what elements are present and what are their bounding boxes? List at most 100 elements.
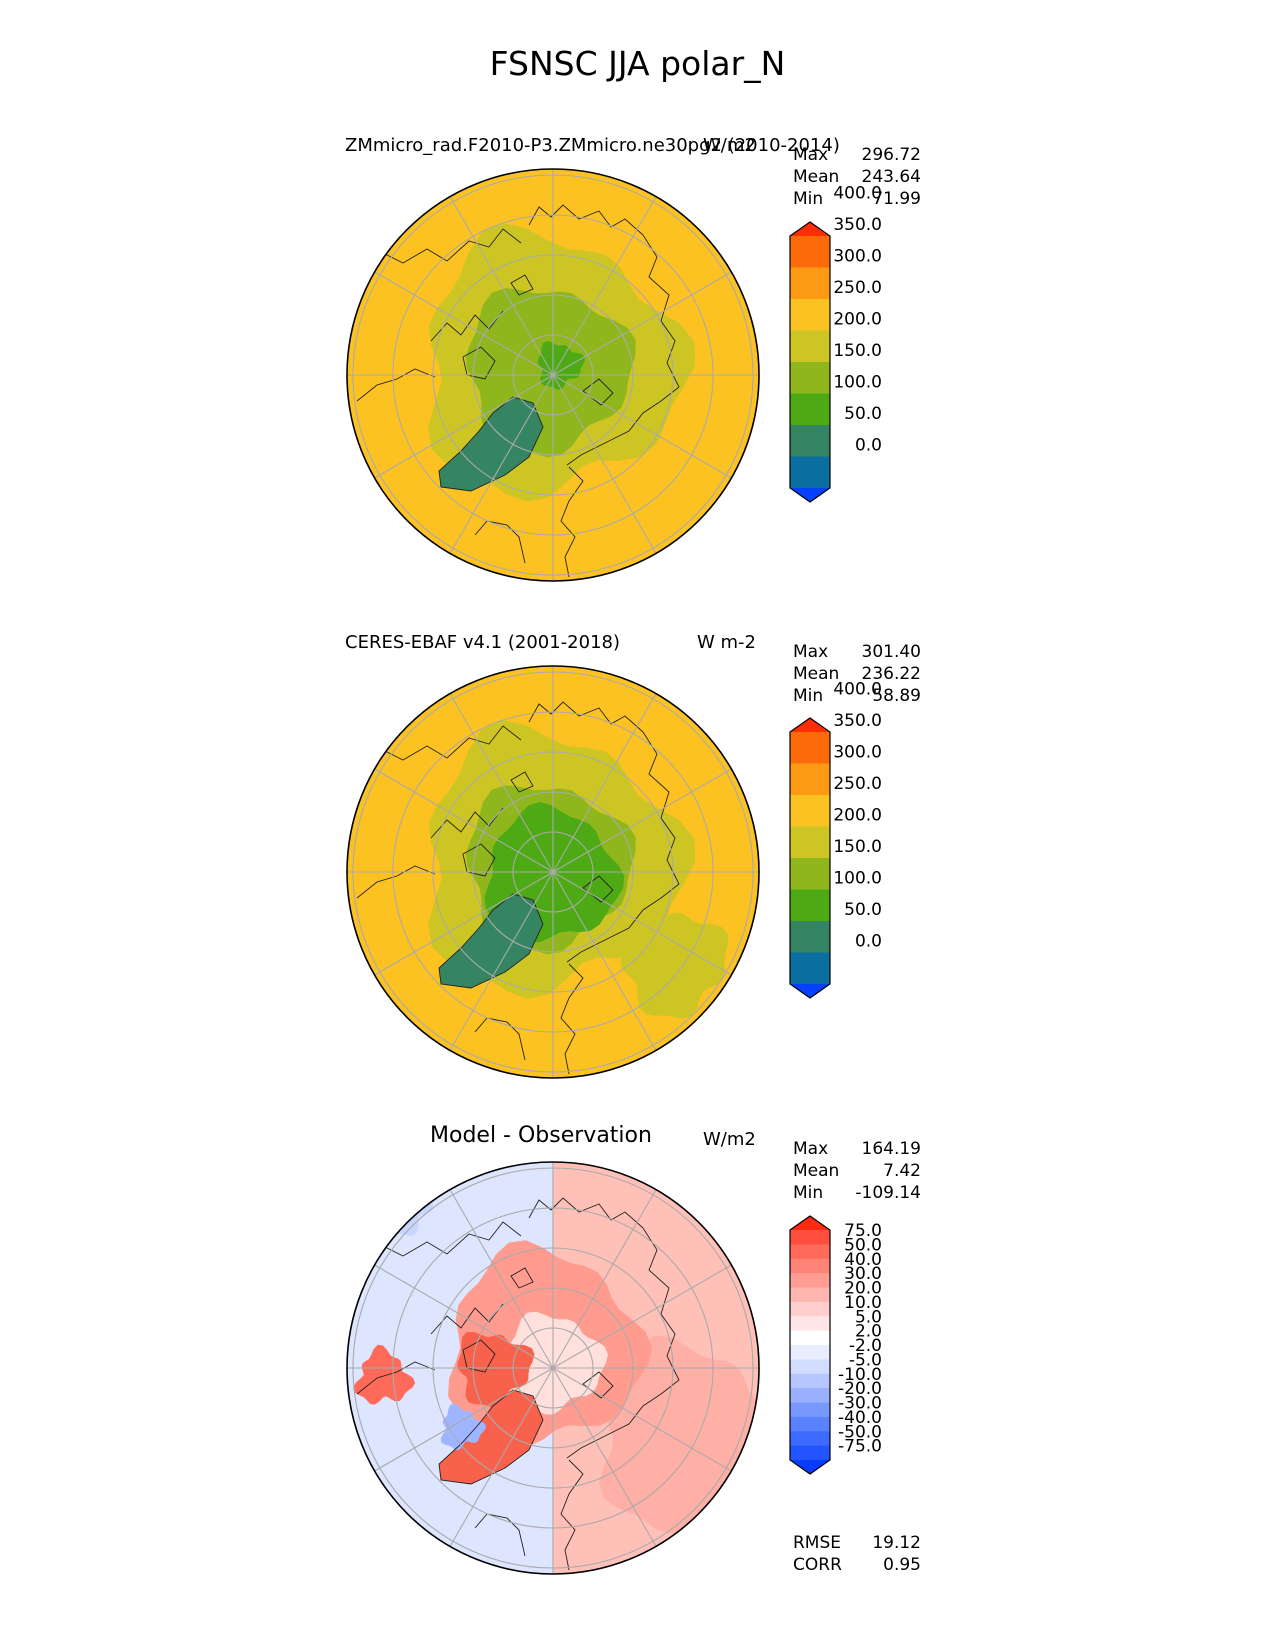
panel-model-title: ZMmicro_rad.F2010-P3.ZMmicro.ne30pg2 (20… [345, 135, 840, 156]
colorbar-tick-label: 10.0 [844, 1293, 882, 1313]
colorbar-tick-label: 250.0 [833, 278, 882, 298]
colorbar-swatch [790, 1258, 830, 1274]
colorbar-swatch [790, 267, 830, 300]
colorbar-tick-label: 150.0 [833, 341, 882, 361]
panel-obs-colorbar: 0.0 50.0 100.0 150.0 200.0 250.0 300.0 350.0 400… [789, 680, 882, 999]
stat-max: Max 301.40 [793, 642, 921, 662]
colorbar-tick-label: 400.0 [833, 680, 882, 700]
colorbar-tick-label: -2.0 [849, 1336, 882, 1356]
colorbar-swatch [790, 425, 830, 457]
colorbar-tick-label: 75.0 [844, 1221, 882, 1241]
stat-mean: Mean 236.22 [793, 664, 921, 684]
colorbar-tick-label: -50.0 [838, 1422, 882, 1442]
colorbar-swatch [790, 795, 830, 827]
colorbar-swatch [790, 1316, 830, 1332]
stat-min: Min 58.89 [793, 686, 921, 706]
panel-obs-units: W m-2 [697, 632, 757, 653]
colorbar-tick-label: -40.0 [838, 1408, 882, 1428]
colorbar-tick-label: 30.0 [844, 1264, 882, 1284]
colorbar-outline [789, 1215, 831, 1475]
colorbar-swatch [790, 236, 830, 268]
colorbar-swatch [790, 1388, 830, 1403]
colorbar-tick-label: 100.0 [833, 373, 882, 393]
colorbar-tick-label: 2.0 [855, 1322, 882, 1342]
colorbar-swatch [790, 763, 830, 796]
colorbar-tick-label: 200.0 [833, 806, 882, 826]
panel-diff-colorbar: -75.0-50.0-40.0-30.0-20.0-10.0-5.0-2.02.… [789, 1215, 882, 1475]
panel-model-units: W/m2 [703, 135, 756, 156]
colorbar-tick-label: -30.0 [838, 1394, 882, 1414]
panel-diff-units: W/m2 [703, 1129, 756, 1150]
colorbar-swatch [790, 1345, 830, 1360]
panel-diff-stats: Max 164.19 Mean 7.42 Min -109.14 [793, 1138, 921, 1204]
colorbar-tick-label: 0.0 [855, 436, 882, 456]
colorbar-swatch [790, 1230, 830, 1245]
colorbar-tick-label: 400.0 [833, 184, 882, 204]
colorbar-tick-label: 300.0 [833, 743, 882, 763]
colorbar-tick-label: 0.0 [855, 932, 882, 952]
colorbar-swatch [790, 1273, 830, 1288]
colorbar-tick-label: 250.0 [833, 774, 882, 794]
panel-diff-polar-map [346, 1161, 760, 1575]
colorbar-swatch [790, 952, 830, 985]
map-boundary [346, 665, 760, 1079]
colorbar-swatch [790, 889, 830, 922]
colorbar-tick-label: -10.0 [838, 1365, 882, 1385]
colorbar-swatch [790, 1287, 830, 1303]
colorbar-tick-label: -75.0 [838, 1437, 882, 1457]
stat-mean: Mean 243.64 [793, 167, 921, 187]
colorbar-swatch [790, 1359, 830, 1375]
panel-model-colorbar: 0.0 50.0 100.0 150.0 200.0 250.0 300.0 350.0 400… [789, 184, 882, 503]
colorbar-tick-label: -20.0 [838, 1379, 882, 1399]
colorbar-swatch [790, 1416, 830, 1432]
stat-mean: Mean 7.42 [793, 1161, 921, 1181]
colorbar-swatch [790, 1244, 830, 1260]
stat-rmse: RMSE 19.12 [793, 1533, 921, 1553]
colorbar-tick-label: 40.0 [844, 1250, 882, 1270]
colorbar-swatch [790, 456, 830, 489]
panel-obs-stats: Max 301.40 Mean 236.22 Min 58.89 [793, 641, 921, 707]
colorbar-swatch [790, 1216, 830, 1230]
colorbar-swatch [790, 393, 830, 426]
colorbar-tick-label: 20.0 [844, 1279, 882, 1299]
colorbar-tick-label: 150.0 [833, 837, 882, 857]
panel-model-polar-map [346, 168, 760, 582]
panel-diff-title: Model - Observation [430, 1123, 652, 1148]
colorbar-swatch [790, 921, 830, 953]
colorbar-swatch [790, 488, 830, 502]
colorbar-swatch [790, 718, 830, 732]
colorbar-swatch [790, 330, 830, 363]
panel-diff-extra-stats: RMSE 19.12 CORR 0.95 [793, 1532, 921, 1576]
colorbar-swatch [790, 1301, 830, 1317]
colorbar-tick-label: 50.0 [844, 404, 882, 424]
colorbar-outline [789, 717, 831, 999]
colorbar-tick-label: 300.0 [833, 247, 882, 267]
colorbar-swatch [790, 826, 830, 859]
stat-min: Min 71.99 [793, 189, 921, 209]
colorbar-outline [789, 221, 831, 503]
panel-obs-title: CERES-EBAF v4.1 (2001-2018) [345, 632, 621, 653]
colorbar-swatch [790, 984, 830, 998]
colorbar-swatch [790, 1402, 830, 1418]
map-boundary [346, 168, 760, 582]
colorbar-tick-label: 350.0 [833, 711, 882, 731]
panel-model-stats: Max 296.72 Mean 243.64 Min 71.99 [793, 144, 921, 210]
colorbar-swatch [790, 1445, 830, 1461]
colorbar-tick-label: 200.0 [833, 310, 882, 330]
colorbar-swatch [790, 1431, 830, 1447]
colorbar-swatch [790, 732, 830, 764]
colorbar-swatch [790, 1330, 830, 1346]
stat-corr: CORR 0.95 [793, 1555, 921, 1575]
stat-min: Min -109.14 [793, 1183, 921, 1203]
colorbar-swatch [790, 858, 830, 890]
colorbar-swatch [790, 362, 830, 394]
panel-obs-polar-map [346, 665, 760, 1079]
colorbar-tick-label: 5.0 [855, 1307, 882, 1327]
colorbar-tick-label: -5.0 [849, 1350, 882, 1370]
colorbar-swatch [790, 299, 830, 331]
stat-max: Max 296.72 [793, 145, 921, 165]
colorbar-tick-label: 100.0 [833, 869, 882, 889]
colorbar-swatch [790, 222, 830, 236]
colorbar-swatch [790, 1460, 830, 1474]
figure-title: FSNSC JJA polar_N [489, 44, 786, 83]
